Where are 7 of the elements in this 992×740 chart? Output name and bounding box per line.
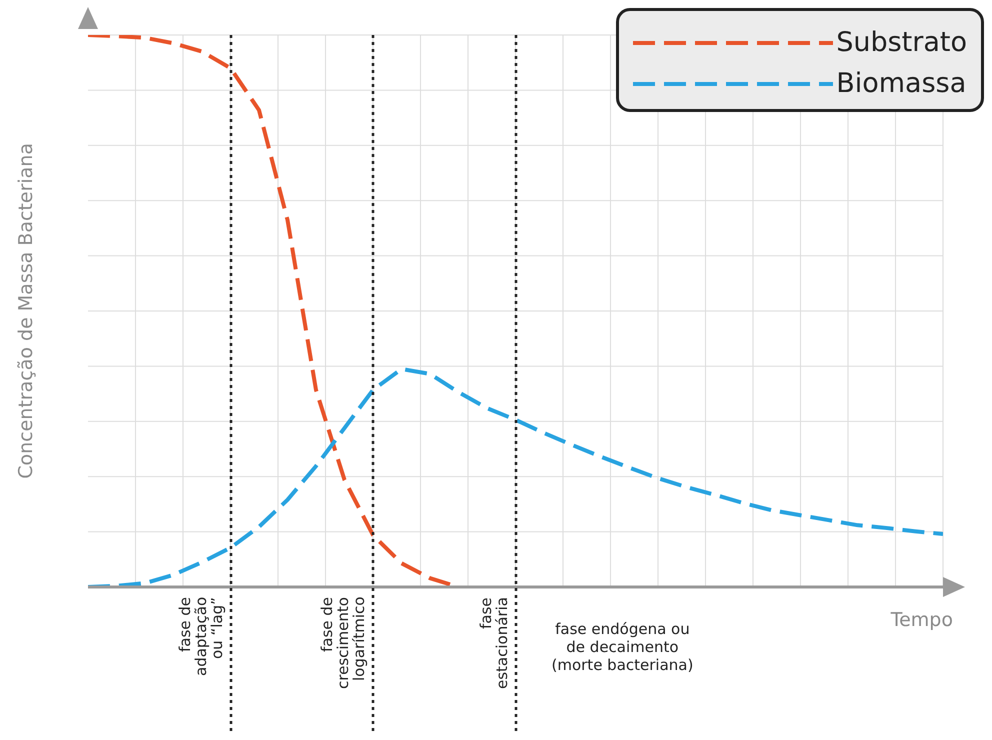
text: fase de adaptação ou “lag” [176, 597, 226, 678]
text: fase endógena ou de decaimento (morte bacteriana) [552, 620, 694, 674]
y-axis-title: Concentração de Massa Bacteriana [15, 143, 37, 479]
text: fase estacionária [476, 597, 510, 691]
x-axis-title: Tempo [890, 609, 953, 631]
text: fase de crescimento logarítmico [318, 597, 368, 691]
legend-box: Substrato Biomassa [616, 8, 984, 112]
